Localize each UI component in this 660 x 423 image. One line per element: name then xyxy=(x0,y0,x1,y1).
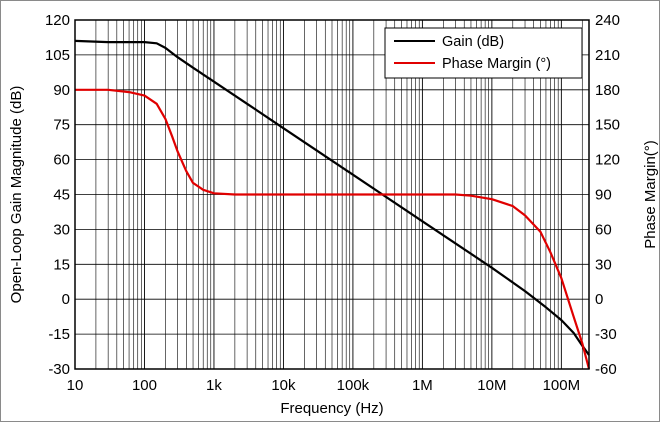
x-axis-tick-label: 100 xyxy=(132,377,157,394)
x-axis-tick-label: 1M xyxy=(412,377,433,394)
right-axis-tick-label: 150 xyxy=(595,117,620,134)
phase-margin-series-line xyxy=(75,88,591,370)
x-axis-tick-label: 1k xyxy=(206,377,222,394)
legend-label-gain: Gain (dB) xyxy=(442,34,504,50)
right-axis-tick-label: 0 xyxy=(595,291,603,308)
right-axis-tick-label: 240 xyxy=(595,12,620,29)
x-axis-tick-label: 100k xyxy=(337,377,370,394)
x-axis-tick-label: 10M xyxy=(477,377,506,394)
right-axis-tick-label: -30 xyxy=(595,326,617,343)
right-axis-tick-label: -60 xyxy=(595,361,617,378)
x-axis-tick-label: 10 xyxy=(67,377,84,394)
left-axis-tick-label: -30 xyxy=(48,361,70,378)
x-axis-tick-label: 10k xyxy=(271,377,296,394)
legend-label-phase: Phase Margin (°) xyxy=(442,56,551,72)
x-axis-title: Frequency (Hz) xyxy=(280,400,383,417)
right-axis-tick-label: 120 xyxy=(595,152,620,169)
gain-series-line xyxy=(74,39,590,356)
right-axis-tick-label: 60 xyxy=(595,221,612,238)
x-axis-tick-label: 100M xyxy=(543,377,581,394)
left-axis-tick-label: 0 xyxy=(62,291,70,308)
left-axis-tick-label: 45 xyxy=(53,187,70,204)
right-axis-title: Phase Margin(°) xyxy=(642,140,659,249)
right-axis-tick-label: 210 xyxy=(595,47,620,64)
left-axis-tick-label: 60 xyxy=(53,152,70,169)
series-lines xyxy=(74,39,591,370)
left-axis-tick-label: 105 xyxy=(45,47,70,64)
x-axis-ticks: 10 100 1k 10k 100k 1M 10M 100M xyxy=(67,377,580,394)
left-axis-tick-label: -15 xyxy=(48,326,70,343)
legend-box xyxy=(384,27,583,79)
legend: Gain (dB) Phase Margin (°) xyxy=(384,27,583,79)
left-axis-tick-label: 120 xyxy=(45,12,70,29)
right-axis-tick-label: 30 xyxy=(595,256,612,273)
left-axis-tick-label: 15 xyxy=(53,256,70,273)
left-axis-title: Open-Loop Gain Magnitude (dB) xyxy=(8,86,25,304)
left-axis-ticks: 120 105 90 75 60 45 30 15 0 -15 -30 xyxy=(45,12,70,378)
right-axis-ticks: 240 210 180 150 120 90 60 30 0 -30 -60 xyxy=(595,12,620,378)
left-axis-tick-label: 30 xyxy=(53,221,70,238)
left-axis-tick-label: 90 xyxy=(53,82,70,99)
right-axis-tick-label: 180 xyxy=(595,82,620,99)
plot-border xyxy=(74,19,590,370)
left-axis-tick-label: 75 xyxy=(53,117,70,134)
right-axis-tick-label: 90 xyxy=(595,187,612,204)
